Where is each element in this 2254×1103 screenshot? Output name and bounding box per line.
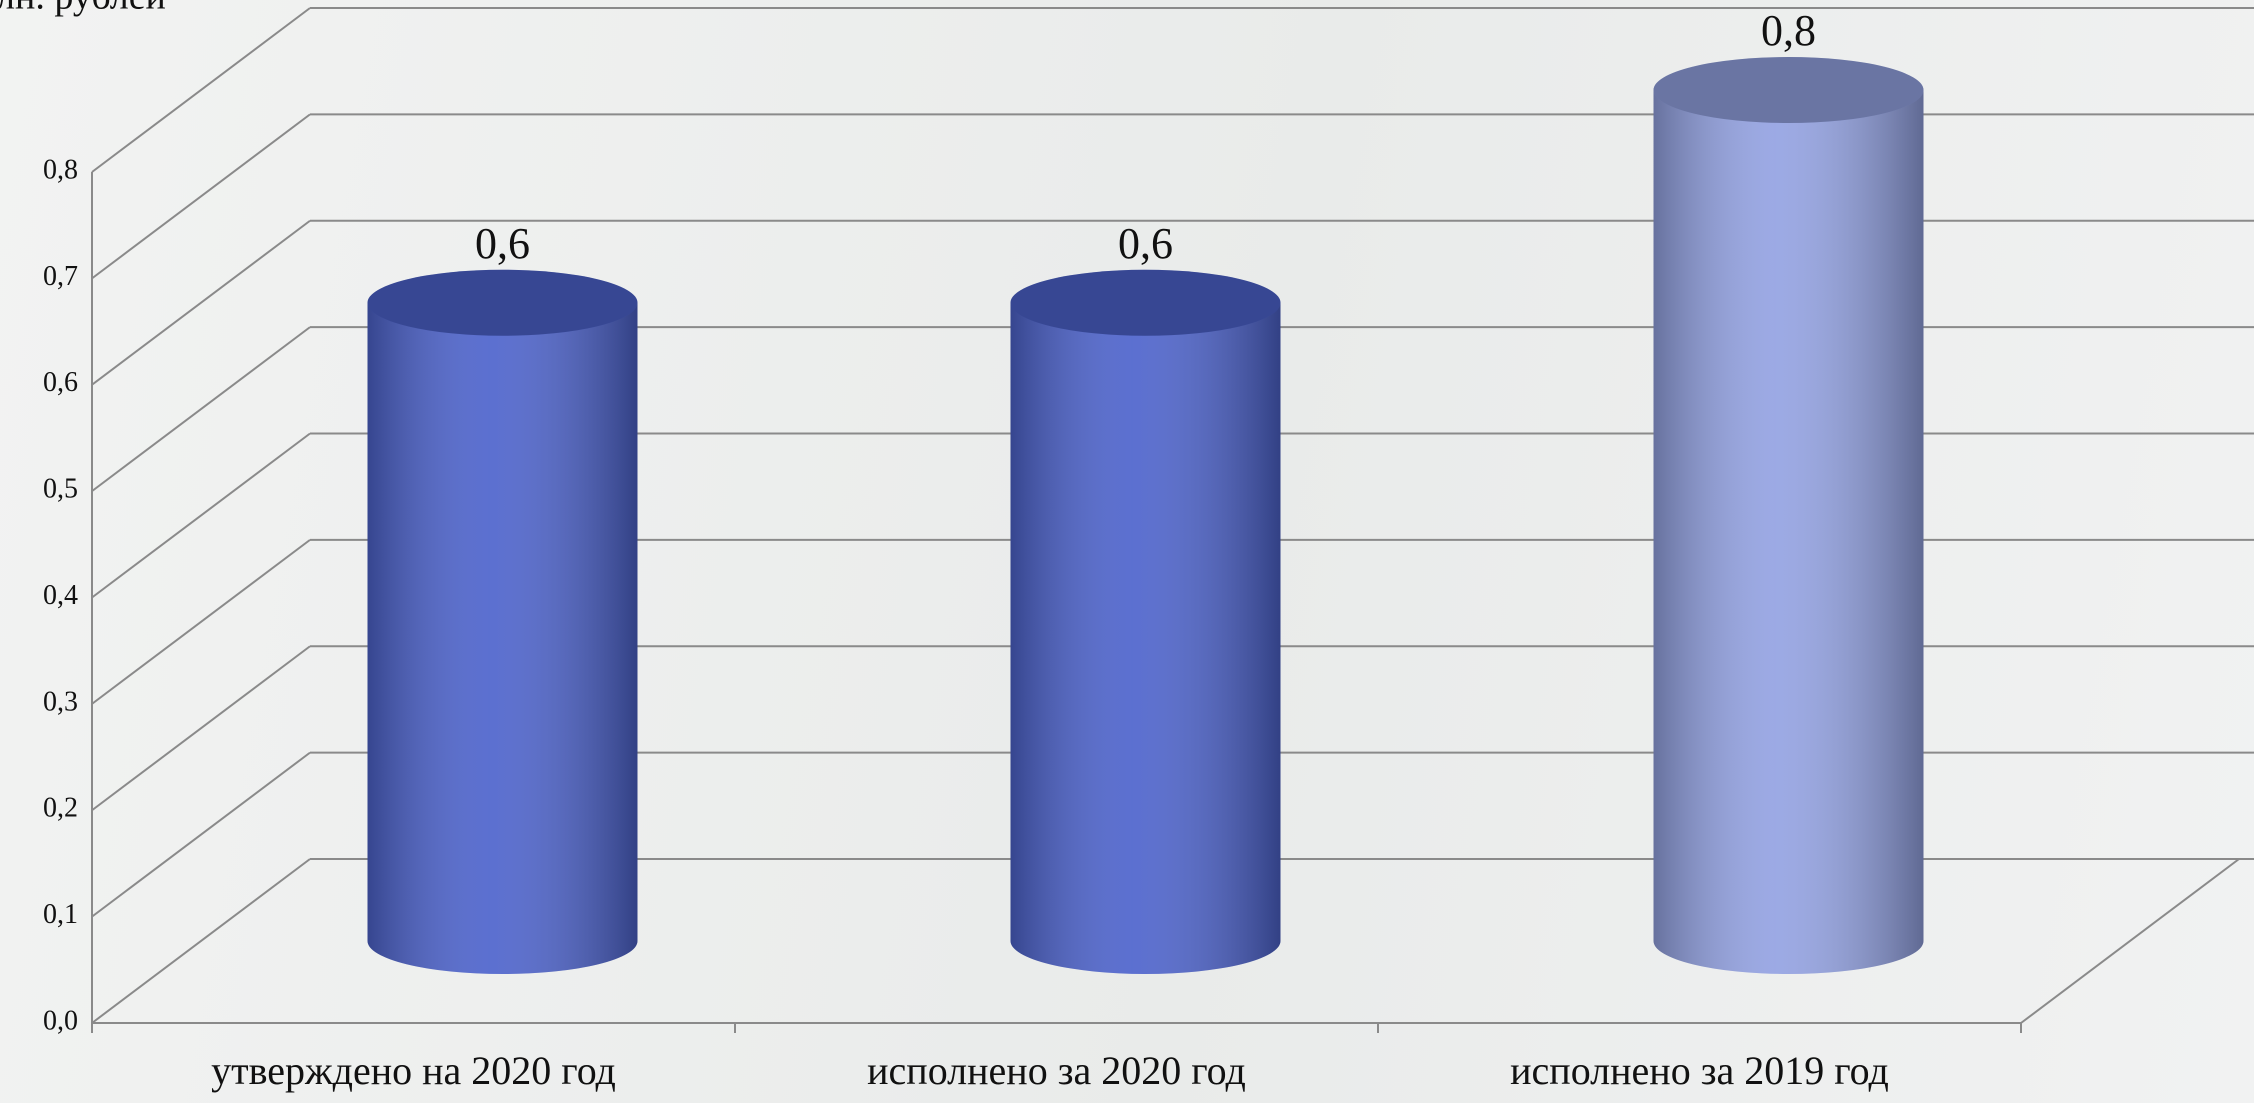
grid-line-side xyxy=(91,432,311,599)
value-label: 0,6 xyxy=(1118,219,1173,268)
grid-line-side xyxy=(91,326,311,492)
y-tick-label: 0,0 xyxy=(43,1005,78,1036)
y-tick-label: 0,7 xyxy=(43,261,78,292)
bar-shade xyxy=(367,302,638,974)
bar-top-shade xyxy=(1653,57,1924,123)
bar-top xyxy=(1010,269,1281,336)
bar-top xyxy=(367,269,638,336)
x-tick-label: утверждено на 2020 год xyxy=(211,1048,616,1093)
grid-line-side xyxy=(91,751,311,918)
grid-line-side xyxy=(91,858,311,1024)
y-axis-label: млн. рублей xyxy=(0,0,166,18)
bar-shade xyxy=(1653,90,1924,974)
grid-line-side xyxy=(91,219,311,386)
value-label: 0,8 xyxy=(1761,6,1816,55)
floor-edge xyxy=(2020,858,2240,1024)
y-tick-label: 0,6 xyxy=(43,367,78,398)
x-tick-label: исполнено за 2019 год xyxy=(1510,1048,1889,1093)
grid-line-side xyxy=(91,539,311,705)
bar-top-shade xyxy=(367,269,638,336)
y-tick-label: 0,8 xyxy=(43,154,78,185)
grid-line-side xyxy=(91,113,311,280)
y-tick-label: 0,2 xyxy=(43,793,78,824)
bar-top xyxy=(1653,57,1924,123)
x-tick-label: исполнено за 2020 год xyxy=(867,1048,1246,1093)
bar-shade xyxy=(1010,302,1281,974)
value-label: 0,6 xyxy=(475,219,530,268)
y-tick-label: 0,1 xyxy=(43,899,78,930)
y-tick-label: 0,4 xyxy=(43,580,78,611)
grid-line-side xyxy=(91,645,311,812)
y-tick-label: 0,5 xyxy=(43,474,78,505)
y-tick-label: 0,3 xyxy=(43,686,78,717)
bar-top-shade xyxy=(1010,269,1281,336)
grid-line-side xyxy=(91,7,311,173)
